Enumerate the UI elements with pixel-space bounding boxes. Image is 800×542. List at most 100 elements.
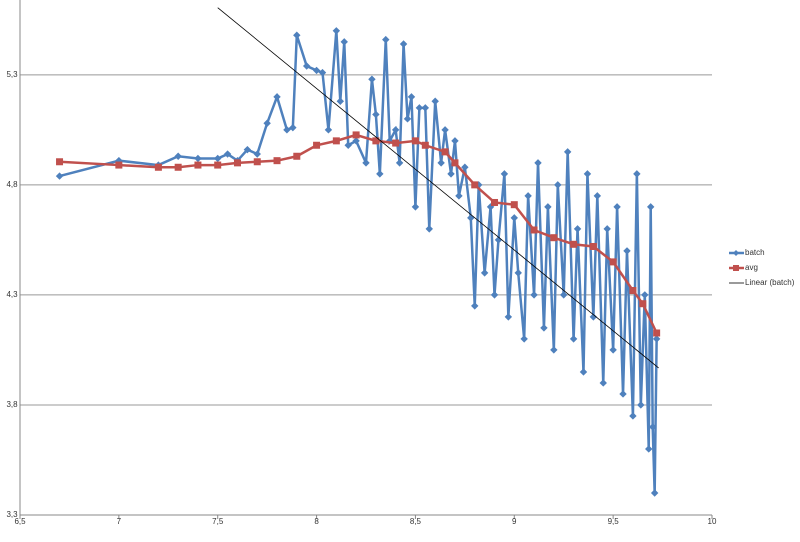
point	[629, 412, 637, 420]
point	[431, 97, 439, 105]
point	[645, 445, 653, 453]
point	[471, 302, 479, 310]
point	[421, 141, 429, 149]
point	[293, 31, 301, 39]
point	[540, 324, 548, 332]
y-tick-label: 4,3	[6, 290, 18, 299]
point	[451, 137, 459, 145]
point	[194, 161, 202, 169]
point	[391, 126, 400, 134]
x-tick-label: 8	[314, 517, 319, 526]
point	[273, 93, 281, 101]
point	[318, 68, 327, 77]
point	[223, 150, 232, 158]
point	[455, 192, 463, 200]
legend-marker	[733, 265, 739, 271]
point	[411, 203, 420, 211]
point	[583, 170, 592, 178]
point	[563, 148, 572, 156]
point	[652, 335, 661, 343]
point	[613, 203, 621, 211]
point	[560, 291, 568, 299]
point	[344, 141, 352, 149]
point	[451, 159, 459, 167]
point	[263, 119, 271, 127]
point	[530, 291, 538, 299]
y-tick-label: 5,3	[6, 70, 18, 79]
point	[570, 240, 578, 248]
point	[653, 329, 661, 337]
series-line	[59, 30, 658, 494]
series-line	[217, 7, 659, 369]
point	[603, 225, 611, 233]
point	[253, 150, 261, 158]
point	[641, 291, 649, 299]
point	[403, 115, 412, 123]
point	[544, 203, 552, 211]
point	[115, 161, 123, 169]
legend-label: Linear (batch)	[745, 278, 795, 287]
point	[392, 139, 400, 147]
point	[425, 225, 433, 233]
point	[530, 226, 538, 234]
point	[340, 38, 348, 46]
point	[650, 489, 659, 497]
point	[569, 335, 578, 343]
point	[372, 137, 380, 145]
point	[623, 247, 631, 255]
y-tick-label: 3,8	[6, 400, 18, 409]
point	[573, 225, 582, 233]
point	[599, 379, 607, 387]
point	[647, 203, 655, 211]
y-tick-label: 4,8	[6, 180, 18, 189]
point	[504, 313, 513, 321]
point	[471, 181, 479, 189]
point	[550, 346, 558, 354]
point	[332, 137, 340, 145]
point	[441, 148, 449, 156]
point	[55, 172, 64, 180]
point	[447, 170, 455, 178]
point	[302, 62, 311, 70]
point	[293, 152, 301, 160]
point	[467, 214, 475, 222]
point	[609, 258, 617, 266]
point	[411, 137, 419, 145]
x-tick-label: 9	[512, 517, 517, 526]
point	[243, 145, 252, 154]
point	[336, 97, 345, 105]
point	[154, 163, 162, 171]
point	[273, 157, 281, 165]
point	[633, 170, 641, 178]
point	[648, 423, 657, 431]
x-tick-label: 7,5	[212, 517, 224, 526]
point	[494, 236, 503, 244]
point	[491, 198, 499, 206]
point	[619, 390, 627, 398]
point	[589, 242, 597, 250]
point	[399, 40, 408, 48]
point	[579, 368, 588, 376]
point	[437, 159, 445, 167]
point	[56, 158, 64, 166]
point	[174, 163, 182, 171]
point	[352, 131, 360, 139]
point	[382, 35, 390, 44]
point	[524, 192, 532, 200]
x-tick-label: 8,5	[410, 517, 422, 526]
x-tick-label: 6,5	[14, 517, 26, 526]
point	[554, 181, 562, 189]
point	[194, 154, 202, 163]
point	[510, 201, 518, 209]
point	[313, 141, 321, 149]
legend-label: batch	[745, 248, 765, 257]
point	[514, 269, 522, 277]
point	[480, 269, 489, 277]
point	[368, 75, 376, 83]
point	[312, 66, 321, 75]
legend-label: avg	[745, 263, 758, 272]
point	[490, 291, 499, 299]
point	[637, 401, 645, 409]
point	[510, 214, 518, 222]
